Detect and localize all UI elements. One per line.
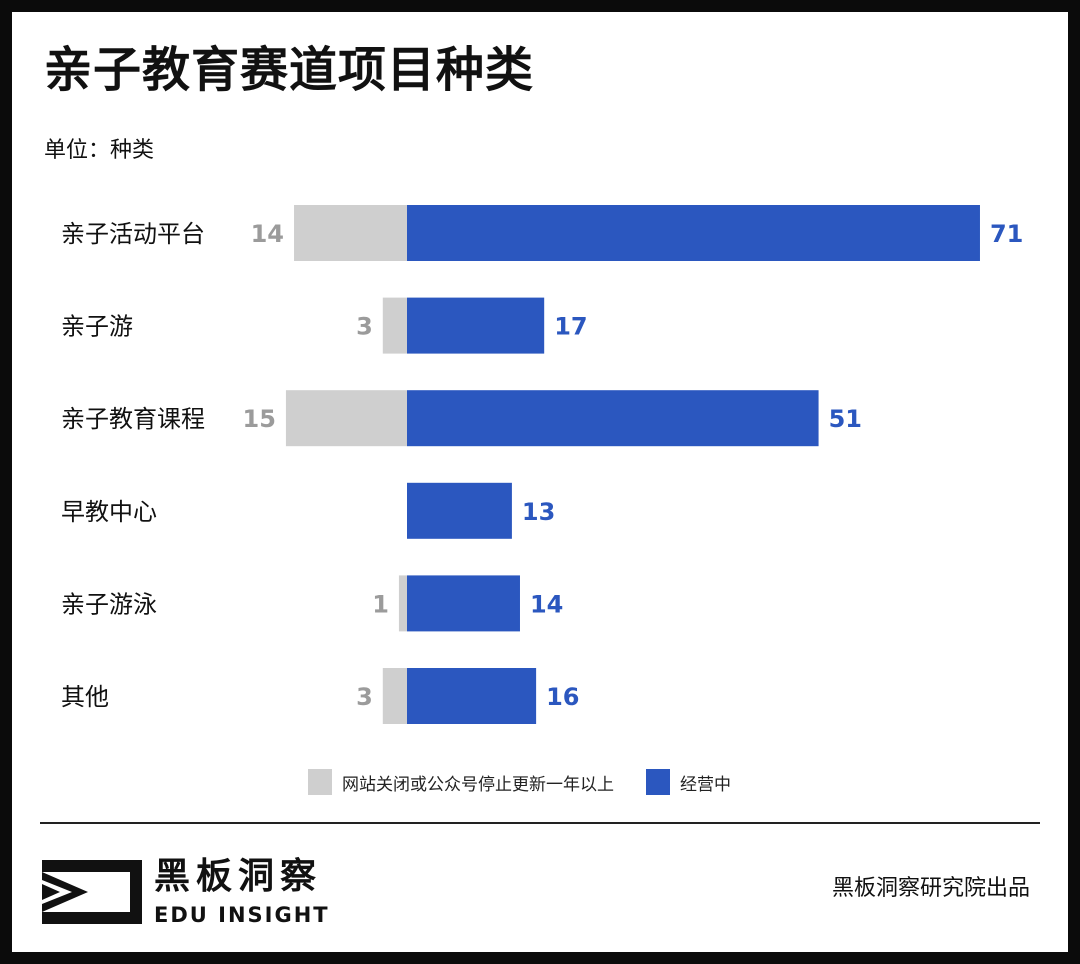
- category-label: 亲子活动平台: [61, 220, 205, 248]
- data-label-closed: 14: [251, 220, 284, 248]
- bar-closed: [382, 668, 407, 724]
- data-label-active: 51: [829, 405, 862, 433]
- bar-closed: [382, 297, 407, 354]
- bar-active: [407, 668, 537, 724]
- divider-line: [40, 822, 1040, 824]
- legend-label-active: 经营中: [680, 774, 731, 795]
- legend: 网站关闭或公众号停止更新一年以上 经营中: [308, 768, 763, 796]
- data-label-active: 14: [530, 590, 563, 618]
- data-label-closed: 3: [356, 683, 373, 711]
- legend-item-active: 经营中: [646, 769, 731, 795]
- bar-closed: [294, 205, 407, 261]
- logo-english-text: EDU INSIGHT: [154, 903, 330, 927]
- category-label: 早教中心: [61, 498, 157, 526]
- bar-active: [407, 482, 512, 539]
- legend-item-closed: 网站关闭或公众号停止更新一年以上: [308, 769, 614, 795]
- bar-active: [407, 297, 545, 354]
- data-label-closed: 1: [372, 590, 389, 618]
- category-label: 亲子游: [61, 313, 133, 341]
- brand-logo: 黑板洞察 EDU INSIGHT: [42, 854, 332, 934]
- data-label-active: 16: [546, 683, 579, 711]
- data-label-active: 71: [990, 220, 1023, 248]
- data-label-active: 17: [554, 313, 587, 341]
- bar-active: [407, 575, 520, 632]
- eye-logo-icon: [42, 860, 142, 924]
- chart-title: 亲子教育赛道项目种类: [44, 42, 535, 98]
- bar-closed: [398, 575, 407, 632]
- bar-active: [407, 390, 819, 447]
- category-label: 亲子教育课程: [61, 405, 205, 433]
- chart-card: 亲子教育赛道项目种类 单位：种类 亲子活动平台 14 71 亲子游 3 17 亲子教育课程 1…: [12, 12, 1068, 952]
- unit-label: 单位：种类: [44, 138, 155, 163]
- logo-chinese-text: 黑板洞察: [154, 856, 323, 897]
- category-label: 其他: [61, 683, 109, 711]
- bar-chart: 亲子活动平台 14 71 亲子游 3 17 亲子教育课程 15 51 早教中心 13 亲子游泳 1 14 其…: [61, 205, 1023, 724]
- data-label-closed: 15: [243, 405, 276, 433]
- bar-closed: [285, 390, 407, 447]
- legend-label-closed: 网站关闭或公众号停止更新一年以上: [342, 774, 614, 795]
- legend-swatch-closed: [308, 769, 332, 795]
- bar-active: [407, 205, 980, 261]
- credit-text: 黑板洞察研究院出品: [831, 876, 1030, 901]
- data-label-active: 13: [522, 498, 555, 526]
- legend-swatch-active: [646, 769, 670, 795]
- data-label-closed: 3: [356, 313, 373, 341]
- category-label: 亲子游泳: [61, 590, 157, 618]
